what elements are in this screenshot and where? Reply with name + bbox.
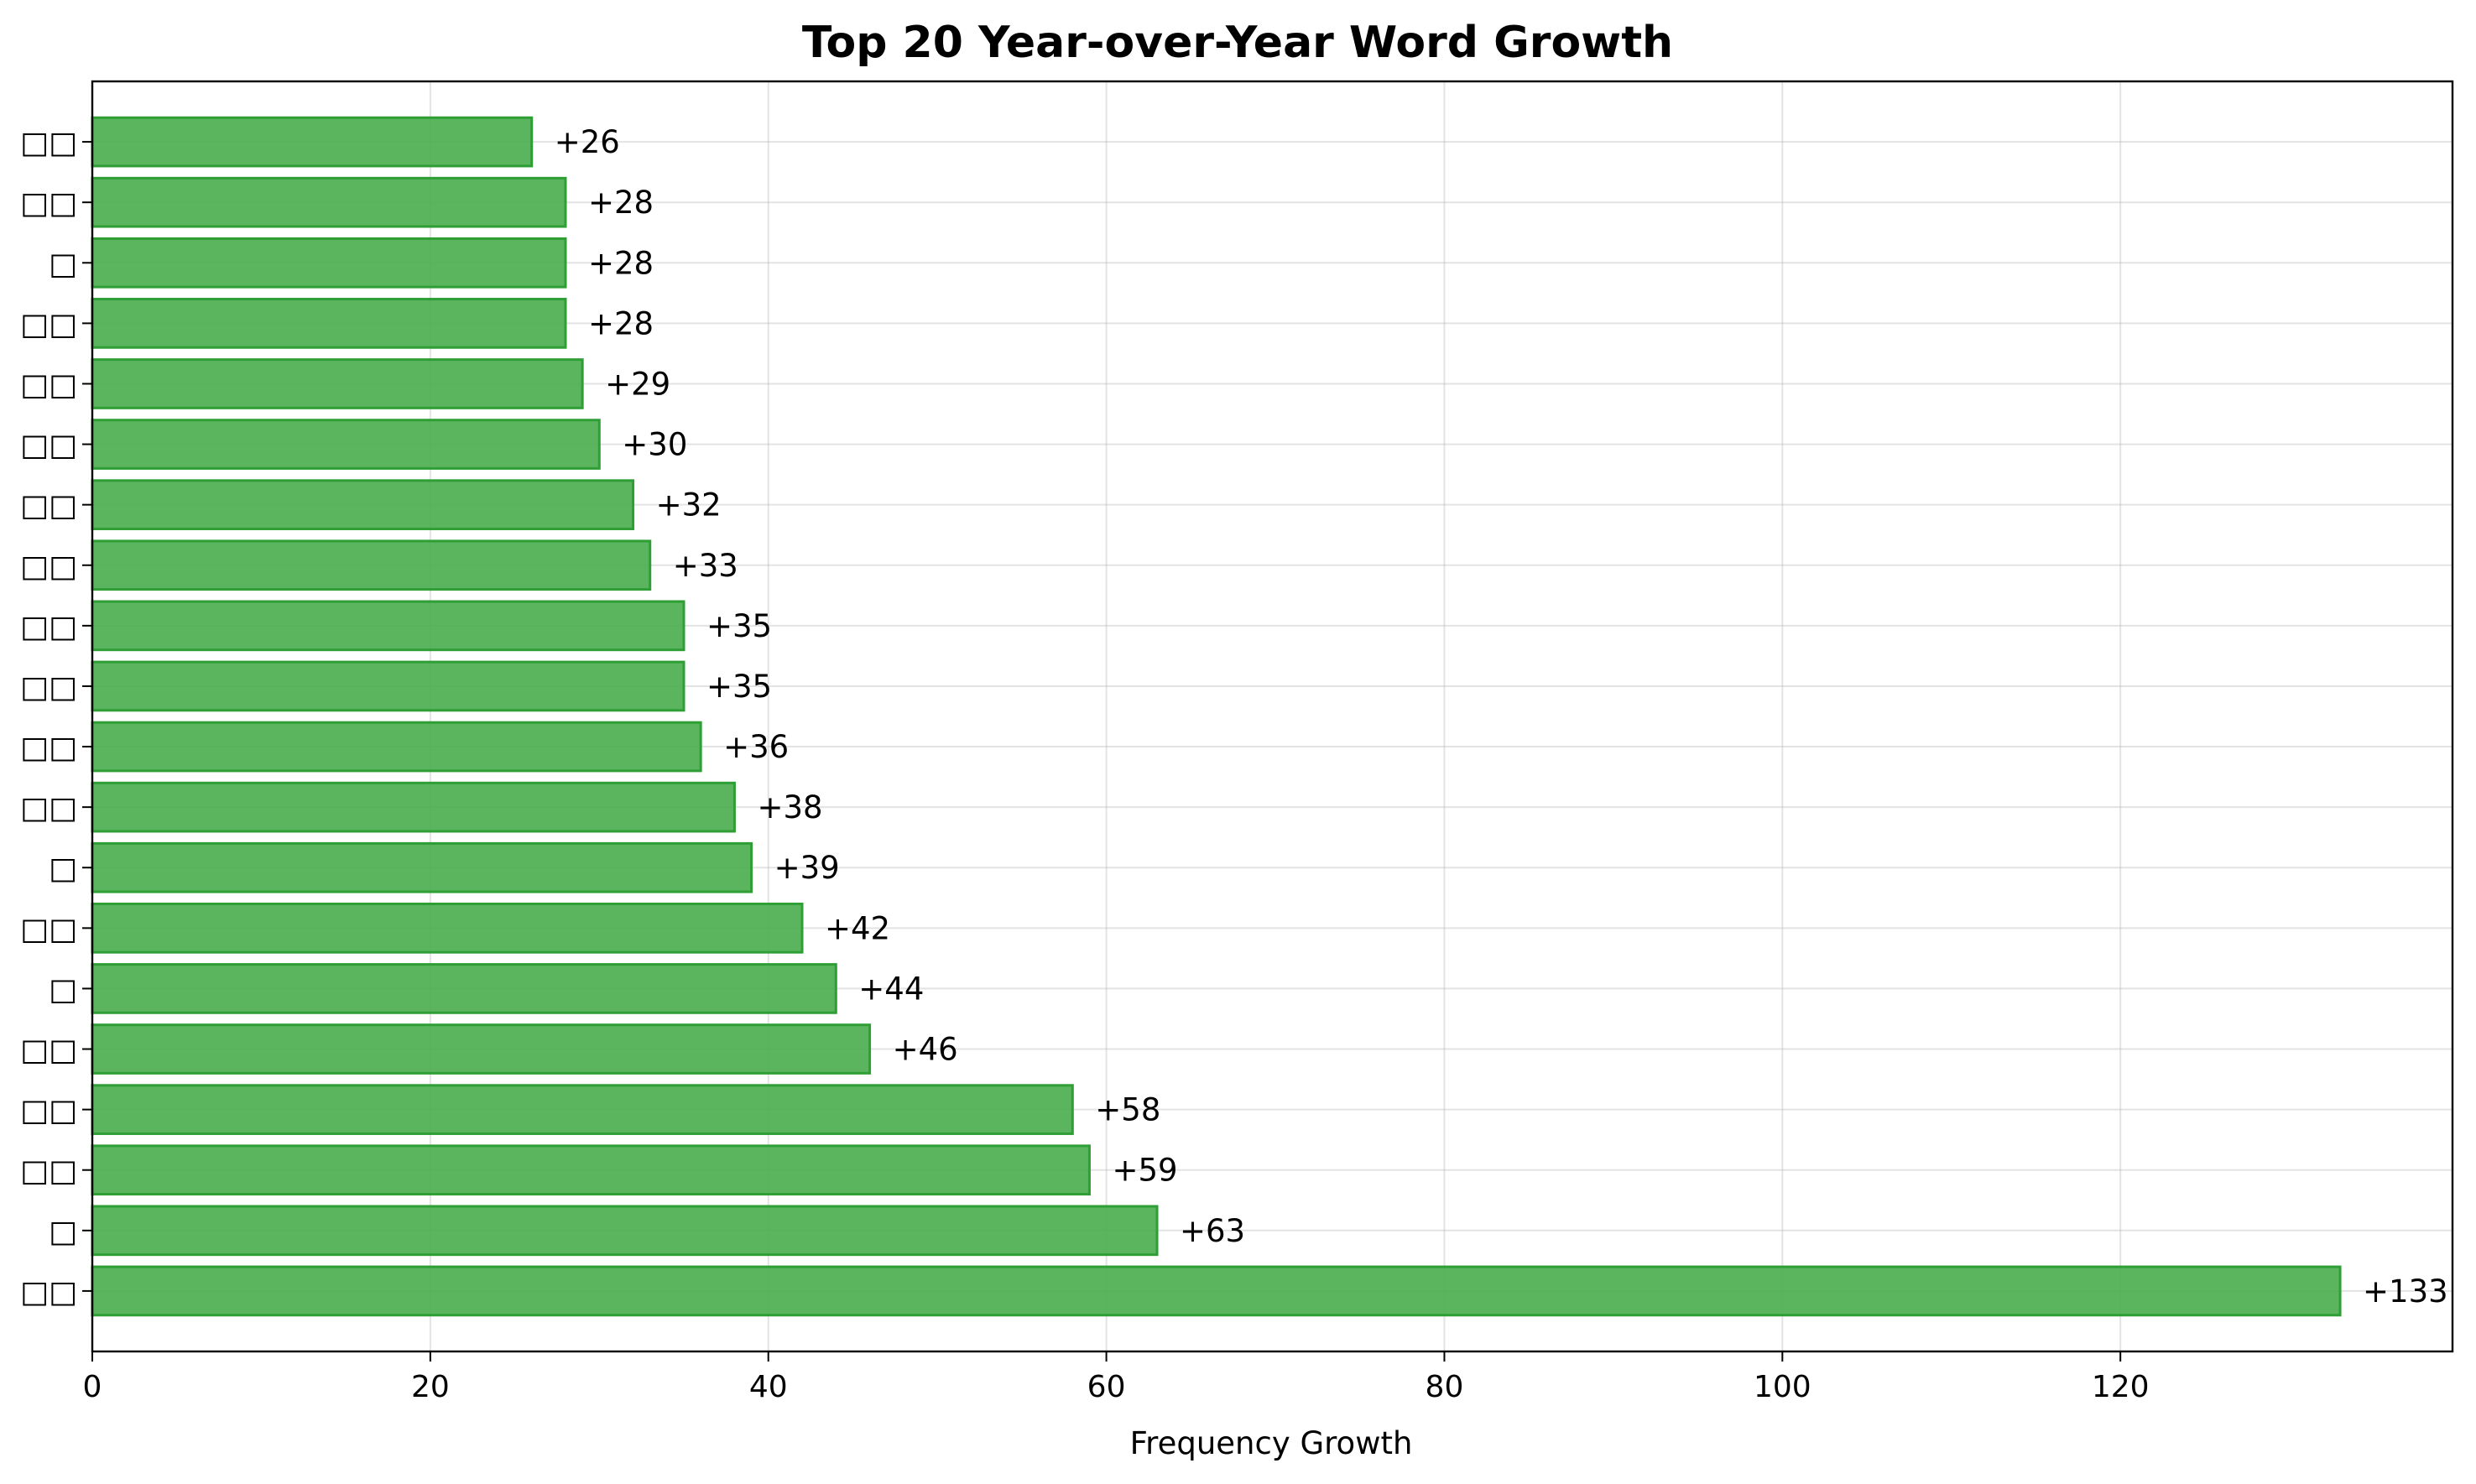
bar-value-label: +30: [622, 427, 687, 463]
bar: [91, 298, 567, 349]
bar: [91, 116, 534, 168]
y-category-label: □□: [20, 1034, 77, 1068]
x-tick-label: 80: [1426, 1370, 1464, 1404]
x-tick-label: 60: [1087, 1370, 1126, 1404]
bar: [91, 902, 804, 954]
y-category-label: □□: [20, 791, 77, 825]
bar: [91, 963, 837, 1014]
bar-value-label: +32: [656, 487, 722, 523]
bar: [91, 1023, 872, 1075]
bar-value-label: +58: [1095, 1092, 1160, 1128]
chart-title: Top 20 Year-over-Year Word Growth: [802, 18, 1673, 68]
bar-value-label: +46: [893, 1032, 958, 1068]
bar-value-label: +38: [757, 789, 822, 825]
bar: [91, 660, 685, 712]
y-category-label: □□: [20, 367, 77, 402]
bar: [91, 1265, 2342, 1317]
x-tick-label: 100: [1754, 1370, 1811, 1404]
plot-frame: [91, 80, 2454, 1353]
x-tick-label: 40: [749, 1370, 788, 1404]
bar-value-label: +28: [588, 245, 654, 281]
x-tick-label: 20: [411, 1370, 450, 1404]
bar-value-label: +133: [2363, 1273, 2448, 1310]
bar: [91, 721, 702, 773]
bar: [91, 841, 753, 893]
bar: [91, 419, 601, 470]
bar: [91, 479, 635, 531]
bar: [91, 1205, 1159, 1257]
y-category-label: □□: [20, 1094, 77, 1128]
bar-value-label: +29: [605, 366, 670, 402]
x-tick-label: 0: [83, 1370, 102, 1404]
y-category-label: □□: [20, 1275, 77, 1310]
bar: [91, 176, 567, 228]
bar: [91, 600, 685, 652]
bar: [91, 1144, 1091, 1196]
bar: [91, 539, 652, 591]
bar-value-label: +26: [555, 124, 620, 160]
y-category-label: □□: [20, 489, 77, 523]
bar: [91, 358, 584, 409]
y-category-label: □□: [20, 307, 77, 341]
x-tick-label: 120: [2092, 1370, 2150, 1404]
bar-value-label: +35: [706, 608, 772, 644]
bar-value-label: +63: [1180, 1213, 1245, 1249]
bar: [91, 237, 567, 289]
bar-value-label: +33: [673, 548, 738, 584]
bar-value-label: +39: [774, 850, 840, 886]
bar: [91, 781, 736, 833]
y-category-label: □: [49, 851, 77, 886]
x-axis-label: Frequency Growth: [1130, 1425, 1413, 1461]
y-category-label: □□: [20, 670, 77, 705]
y-category-label: □□: [20, 549, 77, 584]
bar-value-label: +36: [723, 729, 789, 765]
y-category-label: □: [49, 1215, 77, 1249]
y-category-label: □□: [20, 912, 77, 946]
y-category-label: □□: [20, 1154, 77, 1189]
y-category-label: □□: [20, 429, 77, 463]
y-category-label: □□: [20, 126, 77, 160]
bar-value-label: +35: [706, 669, 772, 705]
y-category-label: □: [49, 247, 77, 281]
y-category-label: □: [49, 972, 77, 1007]
bar-value-label: +42: [825, 910, 890, 946]
y-category-label: □□: [20, 610, 77, 644]
y-category-label: □□: [20, 186, 77, 221]
bar-value-label: +28: [588, 305, 654, 341]
y-category-label: □□: [20, 731, 77, 765]
bar-value-label: +44: [858, 971, 924, 1007]
bar: [91, 1084, 1074, 1135]
bar-value-label: +59: [1112, 1153, 1177, 1189]
bar-value-label: +28: [588, 185, 654, 221]
